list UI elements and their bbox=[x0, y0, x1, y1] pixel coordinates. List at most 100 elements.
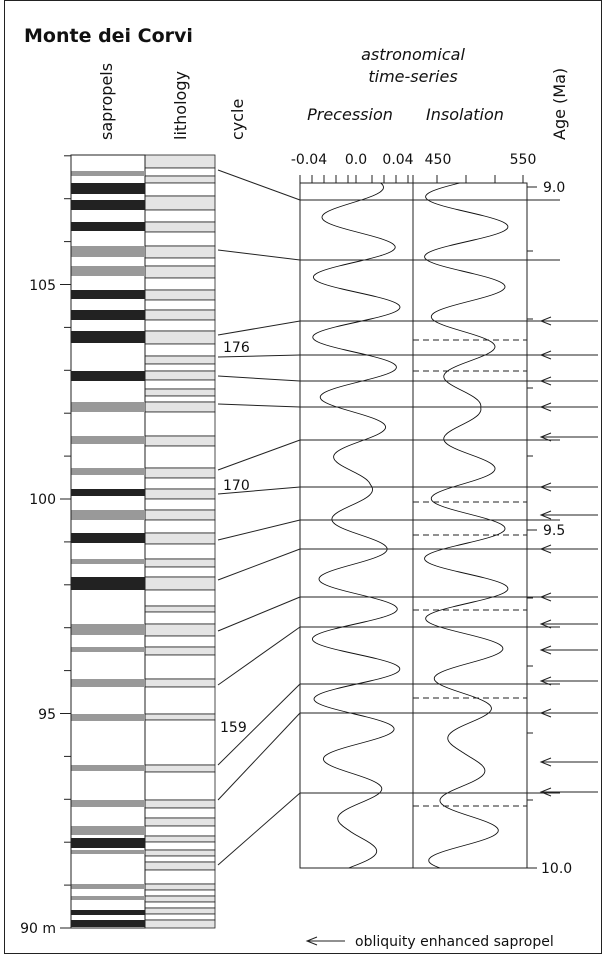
lithology-layer bbox=[144, 807, 216, 819]
lithology-layer bbox=[144, 835, 216, 843]
arrow-head bbox=[539, 544, 552, 554]
sapropel bbox=[71, 183, 145, 194]
depth-label: 100 bbox=[29, 492, 56, 508]
age-label: 10.0 bbox=[541, 861, 572, 877]
correlation bbox=[217, 683, 301, 766]
sapropel bbox=[71, 647, 145, 652]
sapropel bbox=[71, 577, 145, 590]
lithology-layer bbox=[144, 841, 216, 851]
title: Monte dei Corvi bbox=[24, 25, 193, 47]
lithology-layer bbox=[144, 713, 216, 721]
insolation-curve bbox=[424, 182, 509, 869]
lithology-layer bbox=[144, 907, 216, 915]
lithology-layer bbox=[144, 435, 216, 447]
lithology-layer bbox=[144, 167, 216, 177]
panel-title: Insolation bbox=[426, 105, 504, 124]
correlation bbox=[217, 169, 301, 201]
age-label: 9.0 bbox=[543, 180, 565, 196]
lithology-layer bbox=[144, 869, 216, 885]
sapropel bbox=[71, 838, 145, 848]
sapropel bbox=[71, 533, 145, 543]
correlation bbox=[217, 548, 301, 581]
lithology-layer bbox=[144, 355, 216, 365]
lithology-layer bbox=[144, 488, 216, 500]
lithology-layer bbox=[144, 209, 216, 223]
lithology-layer bbox=[144, 611, 216, 625]
correlation bbox=[217, 403, 301, 408]
correlation bbox=[217, 712, 301, 801]
lithology-layer bbox=[144, 343, 216, 357]
lithology-layer bbox=[144, 678, 216, 688]
lithology-layer bbox=[144, 154, 216, 169]
sapropel bbox=[71, 765, 145, 771]
lithology-layer bbox=[144, 919, 216, 929]
lithology-layer bbox=[144, 635, 216, 648]
lithology-layer bbox=[144, 289, 216, 301]
arrow-head bbox=[539, 316, 552, 326]
lithology-layer bbox=[144, 195, 216, 211]
sapropel bbox=[71, 896, 145, 900]
lithology-layer bbox=[144, 566, 216, 578]
sapropel bbox=[71, 468, 145, 475]
lithology-layer bbox=[144, 330, 216, 345]
sapropel bbox=[71, 714, 145, 721]
arrow-head bbox=[539, 676, 552, 686]
tick-label: 450 bbox=[425, 152, 452, 168]
arrow-head bbox=[539, 350, 552, 360]
sapropel bbox=[71, 910, 145, 915]
sapropel bbox=[71, 850, 145, 854]
depth-label: 90 m bbox=[20, 921, 56, 937]
sapropel bbox=[71, 246, 145, 257]
lithology-layer bbox=[144, 388, 216, 397]
correlation bbox=[217, 249, 301, 261]
lithology-layer bbox=[144, 467, 216, 479]
lithology-layer bbox=[144, 764, 216, 773]
sapropel bbox=[71, 489, 145, 496]
correlation bbox=[217, 596, 301, 632]
lithology-layer bbox=[144, 532, 216, 545]
correlation bbox=[217, 354, 301, 358]
lithology-layer bbox=[144, 895, 216, 903]
depth-label: 95 bbox=[38, 707, 56, 723]
lithology-layer bbox=[144, 265, 216, 279]
layout bbox=[60, 154, 598, 946]
arrow-head bbox=[539, 482, 552, 492]
lithology-layer bbox=[144, 913, 216, 921]
lithology-layer bbox=[144, 576, 216, 591]
lithology-layer bbox=[144, 589, 216, 607]
lithology-layer bbox=[144, 817, 216, 827]
sapropel bbox=[71, 200, 145, 210]
lithology-layer bbox=[144, 646, 216, 656]
lithology-layer bbox=[144, 849, 216, 857]
sapropel bbox=[71, 331, 145, 343]
depth-label: 105 bbox=[29, 278, 56, 294]
lithology-layer bbox=[144, 623, 216, 637]
lithology-layer bbox=[144, 363, 216, 372]
sapropel bbox=[71, 371, 145, 381]
lithology-layer bbox=[144, 411, 216, 437]
sapropel bbox=[71, 222, 145, 231]
sapropel bbox=[71, 559, 145, 564]
arrow-head bbox=[539, 402, 552, 412]
correlation bbox=[217, 375, 301, 382]
lithology-layer bbox=[144, 379, 216, 390]
sapropel bbox=[71, 171, 145, 176]
lithology-layer bbox=[144, 605, 216, 613]
lithology-layer bbox=[144, 370, 216, 381]
sapropel bbox=[71, 310, 145, 320]
lithology-layer bbox=[144, 395, 216, 403]
sapropel bbox=[71, 826, 145, 835]
sapropel bbox=[71, 510, 145, 520]
column-header: sapropels bbox=[97, 63, 116, 140]
lithology-layer bbox=[144, 277, 216, 291]
lithology-layer bbox=[144, 558, 216, 568]
sapropel bbox=[71, 402, 145, 412]
cycle-label: 159 bbox=[220, 720, 247, 736]
lithology-layer bbox=[144, 855, 216, 863]
series-header: astronomical bbox=[361, 45, 465, 64]
sapropel bbox=[71, 290, 145, 299]
lithology-layer bbox=[144, 445, 216, 469]
column-header: cycle bbox=[228, 99, 247, 140]
lithology-layer bbox=[144, 901, 216, 909]
